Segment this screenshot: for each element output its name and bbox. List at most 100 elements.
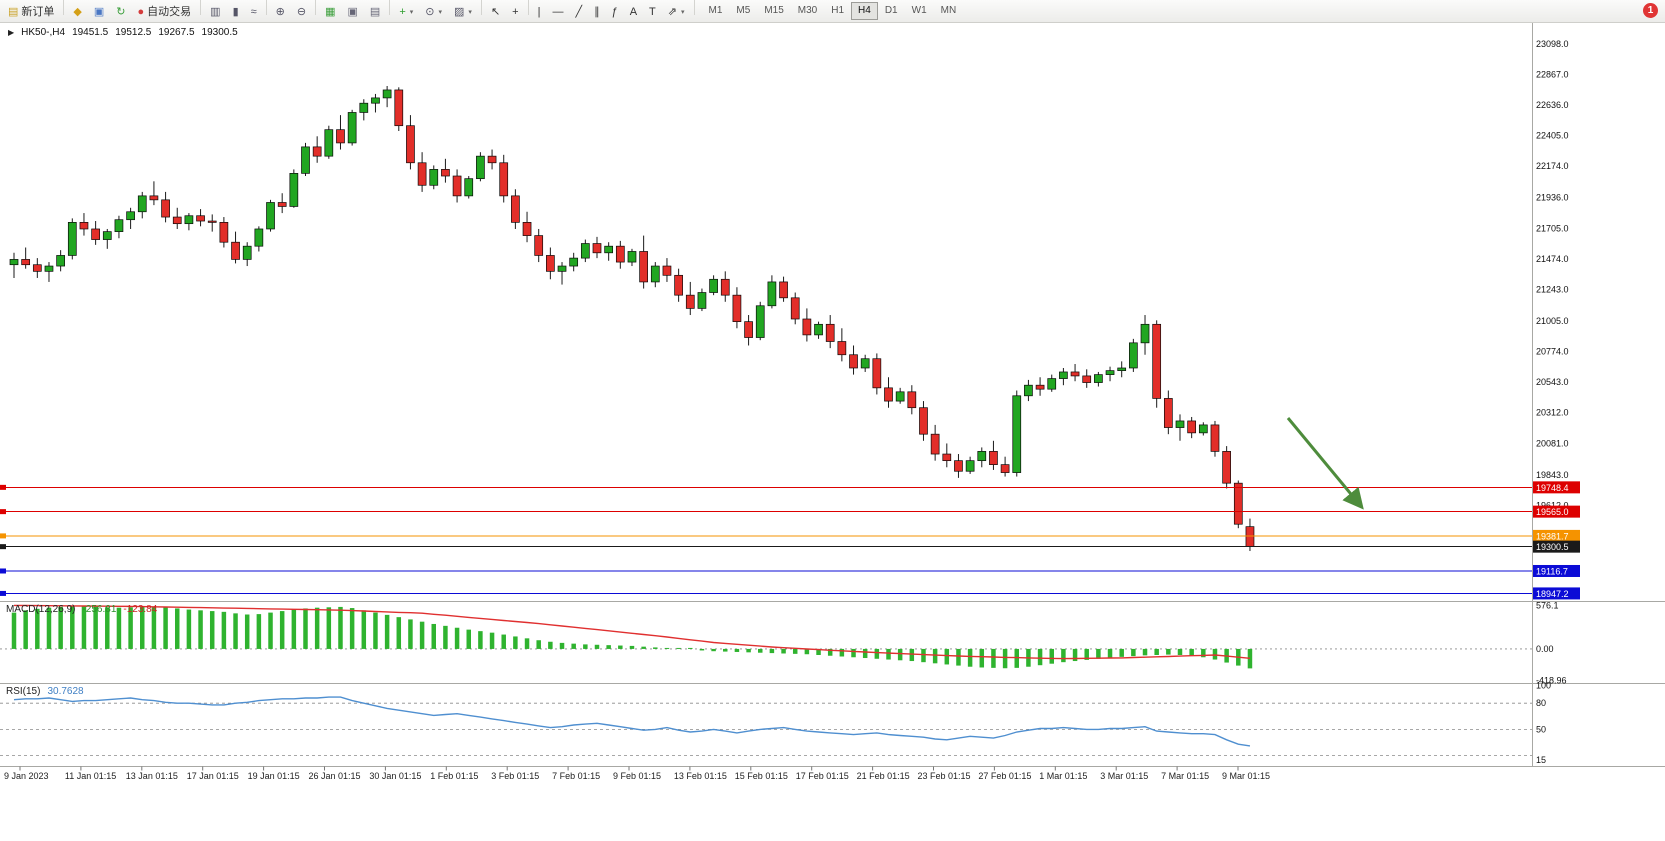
toolbar-separator xyxy=(480,0,482,16)
timeframe-m15-button[interactable]: M15 xyxy=(757,2,790,20)
time-axis-label: 17 Feb 01:15 xyxy=(795,771,849,781)
timeframe-mn-button[interactable]: MN xyxy=(934,2,964,20)
chart-header: ▶ HK50-,H4 19451.5 19512.5 19267.5 19300… xyxy=(8,27,238,38)
new-order-button-label: 新订单 xyxy=(21,6,55,19)
periods-button[interactable]: ⊙ ▾ xyxy=(420,4,447,22)
candlestick-icon: ▮ xyxy=(232,6,239,19)
clock-icon: ⊙ xyxy=(425,6,435,19)
tile-windows-button[interactable]: ▦ xyxy=(320,4,340,22)
svg-text:21936.0: 21936.0 xyxy=(1536,193,1569,203)
time-axis-label: 9 Mar 01:15 xyxy=(1222,771,1271,781)
toolbar: ▤ 新订单 ◆ ▣ ↻ ● 自动交易 ▥ ▮ ≈ ⊕ ⊖ ▦ ▣ ▤ + ▾ ⊙ ▾ ▨ ▾ ↖ + | — ╱ ∥ ƒ A T ⇗ ▾ M1… xyxy=(0,0,1665,23)
time-axis-label: 7 Mar 01:15 xyxy=(1161,771,1210,781)
symbol-period-label: HK50-,H4 xyxy=(21,27,66,38)
refresh-button[interactable]: ↻ xyxy=(111,4,130,22)
svg-text:0.00: 0.00 xyxy=(1536,644,1554,654)
crosshair-button[interactable]: + xyxy=(507,4,523,22)
panel-separators xyxy=(0,23,1665,767)
arrange-windows-icon: ▤ xyxy=(369,6,381,19)
refresh-icon: ↻ xyxy=(116,6,126,19)
ohlc-high: 19512.5 xyxy=(115,27,152,38)
text-button[interactable]: A xyxy=(625,4,642,22)
time-axis-label: 11 Jan 01:15 xyxy=(64,771,117,781)
svg-text:20081.0: 20081.0 xyxy=(1536,438,1569,448)
crosshair-icon: + xyxy=(512,6,519,19)
channel-button[interactable]: ∥ xyxy=(589,4,605,22)
new-order-icon: ▤ xyxy=(8,6,19,19)
toolbar-separator xyxy=(693,0,695,16)
label-icon: T xyxy=(649,6,656,19)
ohlc-open: 19451.5 xyxy=(72,27,109,38)
vertical-line-button[interactable]: | xyxy=(533,4,546,22)
horizontal-lines xyxy=(0,484,1532,596)
channel-icon: ∥ xyxy=(594,6,600,19)
charts-button[interactable]: ◆ xyxy=(68,4,86,22)
template-icon: ▨ xyxy=(454,6,465,19)
svg-text:21474.0: 21474.0 xyxy=(1536,254,1569,264)
time-axis-label: 23 Feb 01:15 xyxy=(917,771,971,781)
cursor-button[interactable]: ↖ xyxy=(486,4,505,22)
svg-text:18947.2: 18947.2 xyxy=(1536,589,1569,599)
chart-gold-icon: ◆ xyxy=(73,6,82,19)
timeframe-m30-button[interactable]: M30 xyxy=(791,2,824,20)
svg-text:100: 100 xyxy=(1536,681,1551,691)
time-axis-label: 9 Feb 01:15 xyxy=(613,771,662,781)
one-click-trading-toggle[interactable]: ▶ xyxy=(8,28,15,37)
svg-text:80: 80 xyxy=(1536,698,1546,708)
price-chart[interactable]: 23098.0 22867.0 22636.0 22405.0 22174.0 21936… xyxy=(0,23,1665,786)
timeframe-m1-button[interactable]: M1 xyxy=(702,2,730,20)
navigator-button[interactable]: ▣ xyxy=(89,4,109,22)
macd-title: MACD(12,26,9) xyxy=(6,604,76,615)
timeframe-h4-button[interactable]: H4 xyxy=(851,2,878,20)
new-order-button[interactable]: ▤ 新订单 xyxy=(3,4,59,22)
svg-text:19748.4: 19748.4 xyxy=(1536,483,1569,493)
svg-text:-418.96: -418.96 xyxy=(1536,676,1567,686)
timeframe-d1-button[interactable]: D1 xyxy=(878,2,905,20)
svg-text:19300.5: 19300.5 xyxy=(1536,542,1569,552)
templates-button[interactable]: ▨ ▾ xyxy=(449,4,477,22)
indicators-button[interactable]: + ▾ xyxy=(394,4,418,22)
toolbar-buttons: ▤ 新订单 ◆ ▣ ↻ ● 自动交易 ▥ ▮ ≈ ⊕ ⊖ ▦ ▣ ▤ + ▾ ⊙ ▾ ▨ ▾ ↖ + | — ╱ ∥ ƒ A T ⇗ ▾ xyxy=(2,0,698,22)
time-axis-label: 15 Feb 01:15 xyxy=(734,771,788,781)
chart-line-button[interactable]: ≈ xyxy=(246,4,262,22)
macd-layer: 576.1 0.00 -418.96 xyxy=(0,600,1567,686)
auto-trading-button[interactable]: ● 自动交易 xyxy=(133,4,197,22)
svg-text:20543.0: 20543.0 xyxy=(1536,377,1569,387)
dropdown-caret-icon: ▾ xyxy=(681,9,685,17)
timeframe-w1-button[interactable]: W1 xyxy=(905,2,934,20)
chart-candles-button[interactable]: ▮ xyxy=(228,4,244,22)
timeframe-m5-button[interactable]: M5 xyxy=(729,2,757,20)
trend-arrow-annotation[interactable] xyxy=(1286,417,1364,510)
cascade-windows-button[interactable]: ▣ xyxy=(343,4,363,22)
zoom-in-icon: ⊕ xyxy=(275,6,285,19)
notification-badge[interactable]: 1 xyxy=(1643,3,1658,18)
time-axis-ticks xyxy=(19,766,1239,771)
chart-window: 23098.0 22867.0 22636.0 22405.0 22174.0 21936… xyxy=(0,23,1665,786)
rsi-title: RSI(15) xyxy=(6,686,41,697)
svg-text:20774.0: 20774.0 xyxy=(1536,347,1569,357)
dropdown-caret-icon: ▾ xyxy=(468,9,472,17)
trendline-button[interactable]: ╱ xyxy=(570,4,587,22)
timeframe-group: M1 M5 M15 M30 H1 H4 D1 W1 MN xyxy=(702,2,964,20)
toolbar-separator xyxy=(527,0,529,16)
arrange-windows-button[interactable]: ▤ xyxy=(365,4,385,22)
svg-text:22405.0: 22405.0 xyxy=(1536,131,1569,141)
timeframe-h1-button[interactable]: H1 xyxy=(824,2,851,20)
price-axis-labels: 23098.0 22867.0 22636.0 22405.0 22174.0 21936… xyxy=(1536,39,1569,511)
price-label-chip xyxy=(1533,505,1580,518)
chart-bars-button[interactable]: ▥ xyxy=(205,4,225,22)
horizontal-line-button[interactable]: — xyxy=(547,4,568,22)
arrows-button[interactable]: ⇗ ▾ xyxy=(663,4,690,22)
time-axis-label: 17 Jan 01:15 xyxy=(186,771,239,781)
label-button[interactable]: T xyxy=(644,4,661,22)
zoom-out-button[interactable]: ⊖ xyxy=(292,4,311,22)
price-label-chip xyxy=(1533,587,1580,600)
horizontal-line-icon: — xyxy=(552,6,564,19)
time-axis-label: 19 Jan 01:15 xyxy=(247,771,300,781)
fibonacci-button[interactable]: ƒ xyxy=(607,4,623,22)
zoom-in-button[interactable]: ⊕ xyxy=(271,4,290,22)
price-label-chip xyxy=(1533,564,1580,577)
price-label-chip xyxy=(1533,529,1580,542)
svg-text:19565.0: 19565.0 xyxy=(1536,507,1569,517)
